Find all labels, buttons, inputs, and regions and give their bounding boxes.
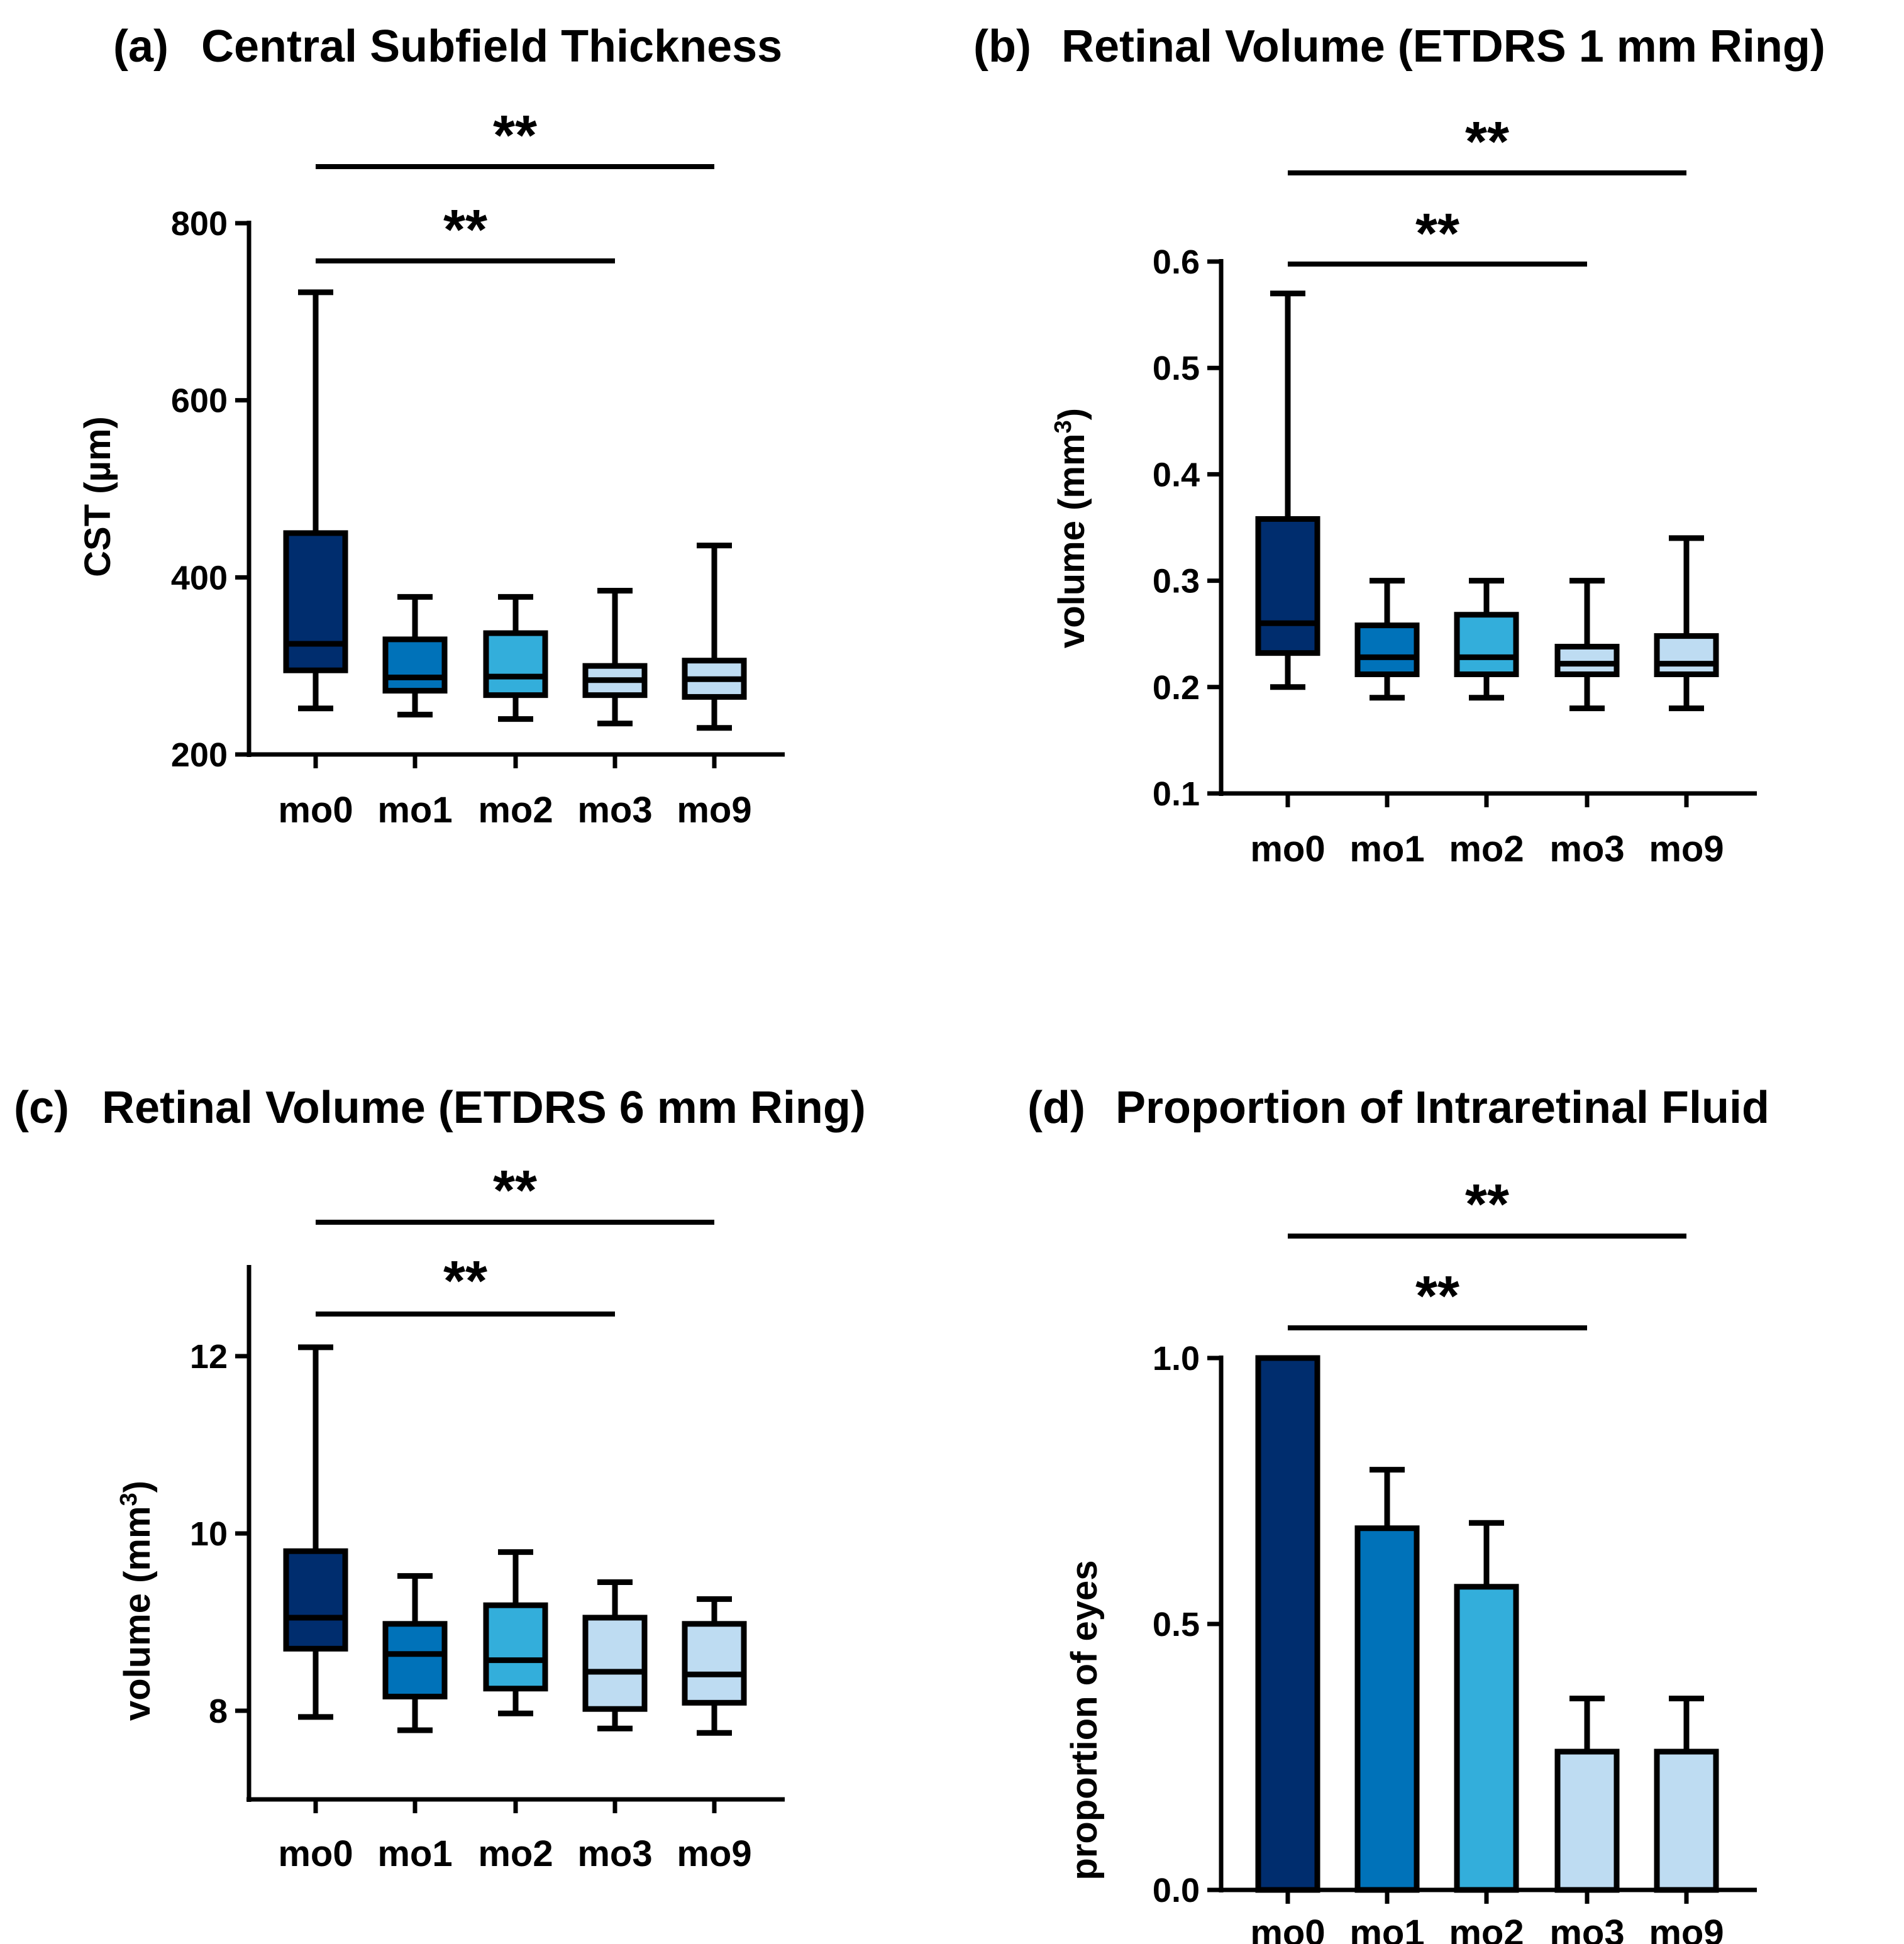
chart-c-significance-label: **: [493, 1159, 537, 1222]
chart-a-box-mo0: [283, 530, 348, 673]
chart-d-y-tick-label: 0.0: [1153, 1872, 1200, 1909]
chart-d-y-tick-label: 0.5: [1153, 1606, 1200, 1643]
chart-b-x-tick-label: mo1: [1349, 829, 1424, 870]
chart-c-box-mo2: [483, 1602, 548, 1692]
chart-c-y-tick-label: 12: [190, 1338, 228, 1376]
chart-b-box-mo2: [1454, 612, 1519, 677]
chart-b-y-tick-label: 0.5: [1153, 350, 1200, 387]
chart-b-box-mo1: [1354, 622, 1420, 677]
chart-b-y-tick-label: 0.6: [1153, 243, 1200, 281]
chart-d-significance-label: **: [1415, 1265, 1459, 1328]
chart-a-x-tick-label: mo1: [377, 790, 452, 831]
chart-b-x-tick-label: mo9: [1649, 829, 1724, 870]
chart-b-y-tick-label: 0.2: [1153, 669, 1200, 707]
chart-panel-c: (c) Retinal Volume (ETDRS 6 mm Ring) 8 10 12…: [0, 972, 952, 1944]
chart-c-y-axis-label: volume (mm3): [116, 1481, 158, 1721]
chart-a-panel-label: (a): [113, 21, 169, 72]
chart-a-significance-label: **: [443, 199, 487, 262]
chart-d-bar-mo3: [1554, 1748, 1620, 1893]
chart-a-x-tick-label: mo0: [278, 790, 353, 831]
chart-c-svg: (c) Retinal Volume (ETDRS 6 mm Ring) 8 10 12…: [14, 1083, 866, 1874]
chart-d-panel-label: (d): [1027, 1083, 1085, 1133]
chart-a-y-tick-label: 800: [171, 205, 228, 243]
chart-d-x-tick-label: mo3: [1549, 1913, 1624, 1944]
chart-d-bar-mo0: [1255, 1355, 1320, 1893]
chart-a-y-axis-label: CST (µm): [77, 416, 118, 577]
chart-c-x-tick-label: mo2: [478, 1833, 553, 1874]
chart-d-title: Proportion of Intraretinal Fluid: [1115, 1083, 1769, 1133]
chart-c-box-mo1: [382, 1621, 448, 1699]
chart-a-svg: (a) Central Subfield Thickness 200 400 600 80…: [77, 21, 785, 831]
chart-b-y-tick-label: 0.4: [1153, 456, 1200, 494]
chart-c-box-mo3: [582, 1615, 648, 1712]
chart-a-x-tick-label: mo2: [478, 790, 553, 831]
chart-d-bar-mo2: [1454, 1584, 1519, 1893]
chart-a-x-tick-label: mo9: [677, 790, 751, 831]
chart-c-x-tick-label: mo9: [677, 1833, 751, 1874]
chart-a-y-tick-label: 600: [171, 382, 228, 420]
chart-c-panel-label: (c): [14, 1083, 69, 1133]
chart-b-significance-label: **: [1415, 202, 1459, 265]
chart-d-significance-label: **: [1465, 1173, 1509, 1236]
chart-panel-b: (b) Retinal Volume (ETDRS 1 mm Ring) 0.1 0.…: [952, 0, 1904, 972]
chart-b-significance-label: **: [1465, 111, 1509, 174]
chart-b-x-tick-label: mo2: [1449, 829, 1524, 870]
chart-b-title: Retinal Volume (ETDRS 1 mm Ring): [1061, 21, 1825, 72]
chart-a-x-tick-label: mo3: [577, 790, 652, 831]
chart-b-panel-label: (b): [973, 21, 1031, 72]
chart-b-box-mo3: [1554, 644, 1620, 677]
chart-d-svg: (d) Proportion of Intraretinal Fluid 0.0 0.…: [1027, 1083, 1769, 1944]
chart-c-title: Retinal Volume (ETDRS 6 mm Ring): [102, 1083, 866, 1133]
chart-c-box-mo0: [283, 1548, 348, 1652]
chart-c-significance-label: **: [443, 1250, 487, 1313]
chart-d-x-tick-label: mo1: [1349, 1913, 1424, 1944]
chart-b-y-tick-label: 0.1: [1153, 775, 1200, 813]
chart-d-y-axis-label: proportion of eyes: [1064, 1560, 1105, 1880]
chart-b-x-tick-label: mo0: [1250, 829, 1325, 870]
chart-b-y-axis-label: volume (mm3): [1050, 408, 1092, 648]
chart-a-significance-label: **: [493, 104, 537, 167]
chart-b-svg: (b) Retinal Volume (ETDRS 1 mm Ring) 0.1 0.…: [973, 21, 1825, 870]
chart-a-title: Central Subfield Thickness: [201, 21, 782, 72]
chart-c-box-mo9: [682, 1621, 747, 1706]
chart-a-y-tick-label: 400: [171, 559, 228, 597]
chart-c-x-tick-label: mo1: [377, 1833, 452, 1874]
chart-d-x-tick-label: mo2: [1449, 1913, 1524, 1944]
chart-c-x-tick-label: mo0: [278, 1833, 353, 1874]
chart-d-bar-mo9: [1654, 1748, 1719, 1893]
chart-a-box-mo2: [483, 630, 548, 699]
chart-d-x-tick-label: mo0: [1250, 1913, 1325, 1944]
chart-c-y-tick-label: 8: [209, 1693, 228, 1730]
chart-c-y-tick-label: 10: [190, 1515, 228, 1553]
chart-panel-d: (d) Proportion of Intraretinal Fluid 0.0 0.…: [952, 972, 1904, 1944]
chart-d-y-tick-label: 1.0: [1153, 1340, 1200, 1378]
chart-b-box-mo9: [1654, 633, 1719, 677]
chart-b-y-tick-label: 0.3: [1153, 563, 1200, 600]
chart-a-y-tick-label: 200: [171, 736, 228, 774]
chart-c-x-tick-label: mo3: [577, 1833, 652, 1874]
chart-panel-a: (a) Central Subfield Thickness 200 400 600 80…: [0, 0, 952, 972]
chart-b-x-tick-label: mo3: [1549, 829, 1624, 870]
chart-a-box-mo1: [382, 636, 448, 694]
chart-b-box-mo0: [1255, 516, 1320, 656]
chart-d-x-tick-label: mo9: [1649, 1913, 1724, 1944]
chart-d-bar-mo1: [1354, 1525, 1420, 1893]
